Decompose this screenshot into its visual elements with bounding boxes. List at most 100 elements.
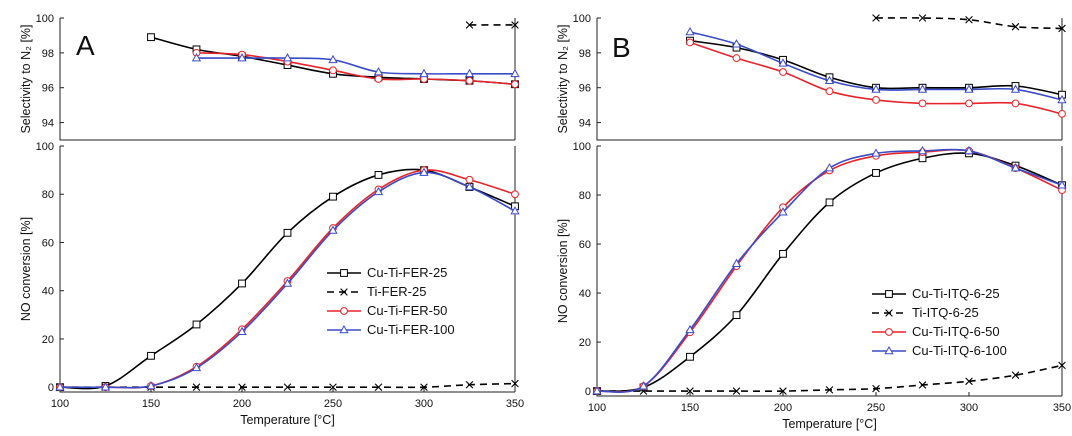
y-tick-label: 98: [42, 48, 54, 60]
data-point: [686, 38, 694, 47]
data-point: [824, 163, 835, 172]
series-ti-itq-6-25: [872, 14, 1066, 33]
data-point: [872, 96, 880, 104]
data-point: [192, 383, 201, 391]
data-point: [374, 171, 383, 179]
legend-label: Cu-Ti-FER-50: [367, 303, 447, 318]
y-tick-label: 60: [42, 237, 54, 249]
series-cu-ti-itq-6-50: [686, 38, 1066, 118]
y-tick-label: 20: [42, 334, 54, 346]
data-point: [192, 320, 201, 329]
data-point: [918, 14, 927, 22]
data-point: [374, 75, 383, 83]
legend-label: Cu-Ti-ITQ-6-100: [912, 343, 1007, 358]
legend-label: Cu-Ti-FER-25: [367, 265, 447, 280]
data-point: [732, 54, 741, 62]
data-point: [511, 190, 519, 199]
data-point: [373, 186, 384, 196]
legend-label: Ti-FER-25: [367, 284, 426, 299]
data-point: [1011, 99, 1020, 108]
y-tick-label: 20: [579, 337, 591, 349]
data-point: [191, 53, 202, 62]
legend-marker: [340, 307, 348, 315]
data-point: [283, 383, 292, 391]
data-point: [282, 278, 293, 287]
legend-marker: [340, 288, 348, 296]
data-point: [732, 387, 741, 395]
axis-lines: [596, 18, 1062, 141]
x-axis-title: Temperature [°C]: [240, 413, 335, 427]
y-tick-label: 100: [573, 13, 591, 25]
legend-label: Cu-Ti-ITQ-6-50: [912, 324, 1000, 339]
series-line: [597, 364, 1063, 392]
legend: Cu-Ti-FER-25 Ti-FER-25 Cu-Ti-FER-50 Cu-Ti-F…: [327, 265, 455, 337]
data-point: [238, 383, 246, 391]
data-point: [329, 383, 337, 391]
x-tick-label: 350: [1053, 402, 1071, 414]
legend-marker: [340, 269, 348, 277]
y-axis-title: NO conversion [%]: [19, 217, 33, 321]
data-point: [1011, 22, 1020, 31]
data-point: [146, 380, 156, 390]
panel-b-letter: B: [612, 32, 631, 63]
series-cu-ti-itq-6-100: [592, 145, 1067, 395]
data-point: [685, 26, 695, 36]
data-point: [511, 80, 519, 89]
x-tick-label: 250: [324, 398, 342, 410]
x-tick-label: 100: [51, 398, 69, 410]
data-point: [871, 148, 881, 157]
x-tick-label: 250: [867, 402, 885, 414]
data-point: [374, 383, 383, 391]
data-point: [965, 99, 973, 108]
data-point: [328, 54, 338, 64]
legend-marker: [339, 324, 349, 334]
data-point: [871, 84, 881, 93]
data-point: [419, 68, 429, 78]
data-point: [1058, 361, 1066, 370]
y-tick-label: 60: [579, 239, 591, 251]
series-cu-ti-fer-100: [55, 167, 520, 391]
series-ti-fer-25: [465, 21, 519, 29]
panel-a-conversion-plot: 0 20 40 60 80 100 100 150 200 250 300 350 Temperatur…: [19, 141, 524, 427]
data-point: [872, 14, 880, 22]
data-point: [917, 145, 928, 155]
data-point: [373, 67, 384, 76]
data-point: [511, 21, 519, 29]
y-tick-label: 100: [573, 141, 591, 153]
y-tick-label: 96: [42, 83, 54, 95]
data-point: [329, 192, 337, 201]
legend-label: Cu-Ti-FER-100: [367, 322, 455, 337]
x-tick-label: 300: [960, 402, 978, 414]
y-tick-label: 94: [579, 118, 591, 130]
legend-label: Ti-ITQ-6-25: [912, 305, 979, 320]
data-point: [191, 362, 202, 372]
data-point: [872, 384, 880, 393]
y-tick-label: 96: [579, 83, 591, 95]
y-axis-title: NO conversion [%]: [556, 219, 570, 323]
panel-b-conversion-plot: 0 20 40 60 80 100 100 150 200 250 300 350 Temperatur…: [556, 141, 1071, 431]
data-point: [825, 87, 834, 96]
data-point: [237, 326, 247, 336]
data-point: [1057, 94, 1067, 104]
data-point: [237, 53, 247, 62]
data-point: [731, 39, 742, 48]
data-point: [328, 225, 338, 234]
y-tick-label: 0: [48, 382, 54, 394]
data-point: [147, 351, 155, 360]
x-tick-label: 150: [142, 398, 160, 410]
y-tick-label: 0: [585, 386, 591, 398]
data-point: [465, 76, 474, 85]
y-tick-label: 40: [42, 286, 54, 298]
data-point: [283, 228, 292, 237]
x-tick-label: 150: [681, 402, 699, 414]
series-ti-fer-25: [56, 379, 519, 391]
series-cu-ti-fer-100: [191, 53, 520, 78]
x-tick-label: 200: [233, 398, 251, 410]
data-point: [872, 169, 880, 177]
data-point: [1010, 84, 1021, 93]
data-point: [464, 68, 475, 78]
data-point: [685, 324, 695, 334]
data-point: [964, 84, 974, 93]
